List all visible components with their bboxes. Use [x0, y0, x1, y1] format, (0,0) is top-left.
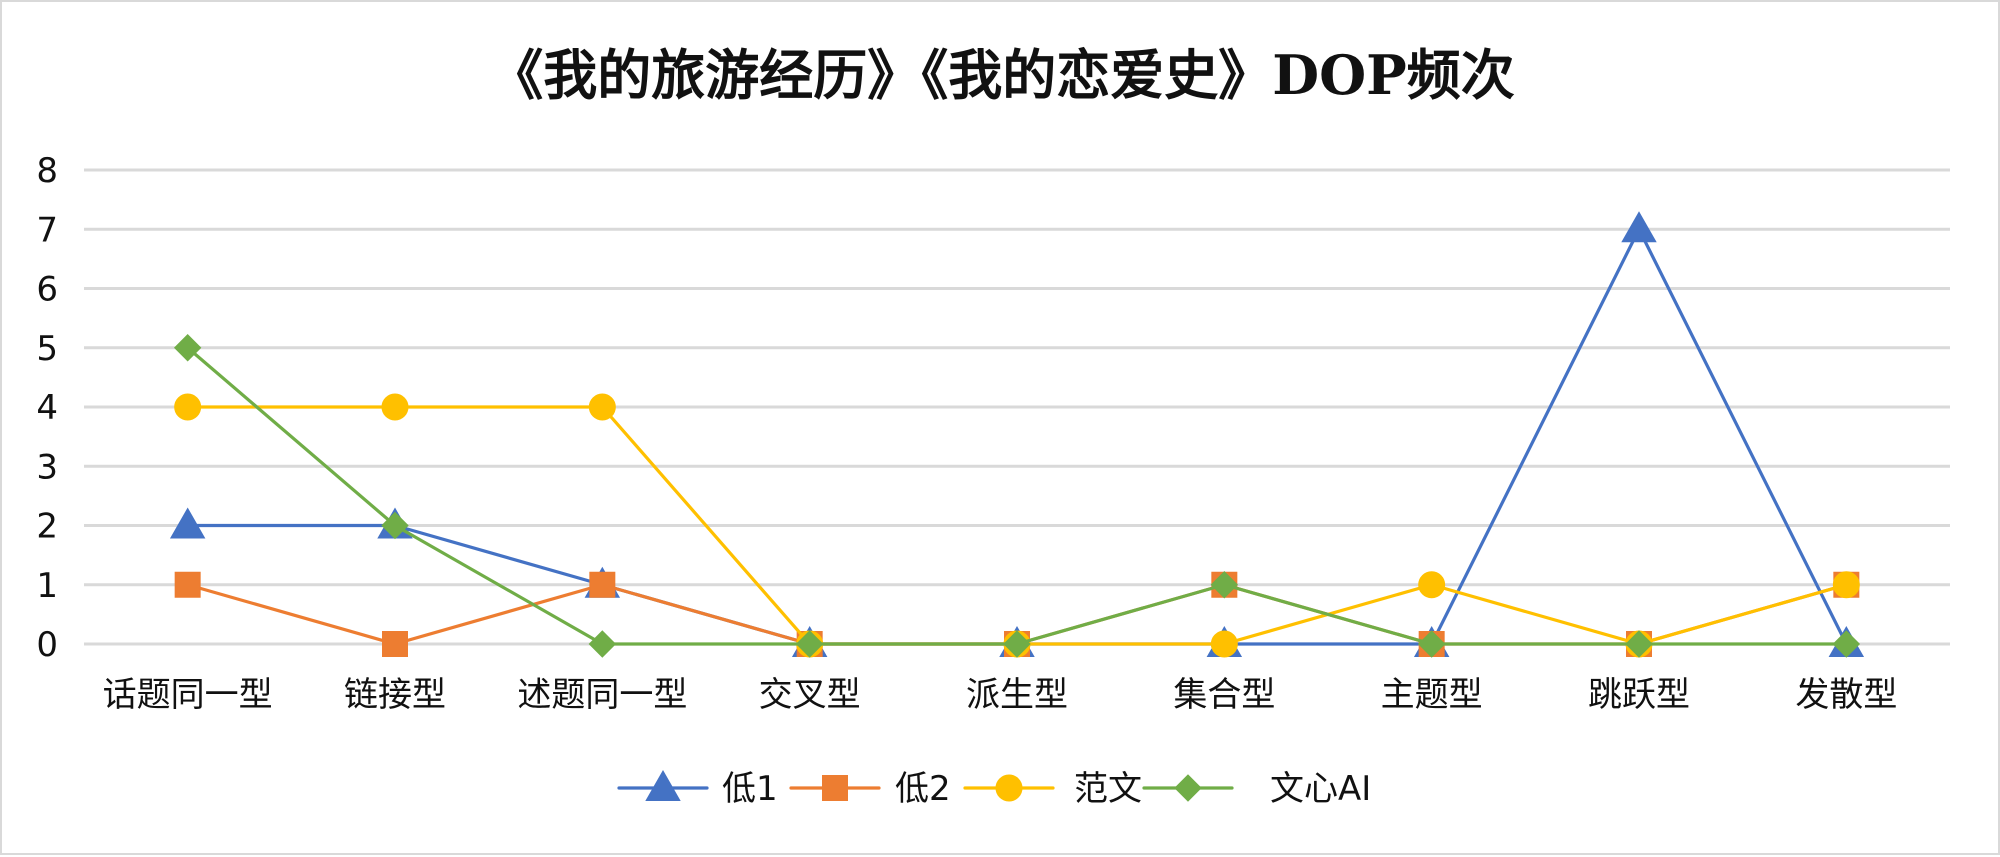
x-axis-ticks: 话题同一型 链接型 述题同一型 交叉型 派生型 集合型 主题型 跳跃型 发散型 [103, 675, 1898, 715]
legend-marker-2 [822, 775, 848, 801]
series-4-marker-5 [1210, 571, 1239, 599]
series-3-marker-0 [174, 393, 202, 421]
series-4-marker-6 [1417, 630, 1446, 658]
series-line-1 [186, 227, 1848, 646]
series-3-marker-8 [1832, 571, 1860, 599]
legend-label-4: 文心AI [1270, 769, 1371, 809]
chart-title: 《我的旅游经历》《我的恋爱史》DOP频次 [489, 43, 1514, 107]
y-tick-label: 7 [36, 210, 58, 250]
legend-label-2: 低2 [895, 769, 951, 809]
x-tick-label: 跳跃型 [1588, 675, 1690, 715]
series-4-marker-8 [1832, 630, 1861, 658]
series-4-marker-1 [381, 511, 409, 540]
series-4 [173, 334, 1861, 658]
x-tick-label: 集合型 [1173, 675, 1275, 715]
legend-label-1: 低1 [722, 769, 778, 809]
series-3-marker-1 [381, 393, 409, 421]
series-1 [169, 211, 1865, 657]
x-tick-label: 发散型 [1795, 675, 1897, 715]
x-tick-label: 链接型 [344, 675, 446, 715]
series-1-marker-7 [1621, 211, 1657, 243]
y-tick-label: 2 [36, 507, 58, 547]
series-1-marker-0 [169, 507, 206, 539]
series-4-marker-3 [795, 630, 824, 658]
legend-marker-3 [995, 774, 1023, 802]
legend-item-3: 范文 [963, 769, 1142, 809]
series-4-marker-0 [173, 334, 202, 362]
y-axis-ticks: 0 1 2 3 4 5 6 7 8 [36, 151, 58, 665]
series-layer [169, 211, 1865, 658]
x-tick-label: 话题同一型 [103, 675, 273, 715]
y-tick-label: 0 [36, 625, 58, 665]
y-tick-label: 1 [36, 566, 58, 606]
y-tick-label: 3 [36, 447, 58, 487]
x-tick-label: 交叉型 [759, 675, 861, 715]
series-2-marker-0 [174, 571, 201, 598]
legend-item-2: 低2 [789, 769, 951, 809]
y-tick-label: 5 [36, 329, 58, 369]
series-line-4 [186, 346, 1848, 646]
series-2-marker-1 [382, 631, 408, 657]
series-3-marker-5 [1210, 630, 1238, 658]
series-2-marker-2 [589, 571, 616, 598]
legend-item-1: 低1 [617, 769, 778, 809]
series-3-marker-2 [588, 393, 616, 421]
series-4-marker-2 [588, 630, 617, 658]
legend-marker-1 [645, 769, 681, 801]
x-tick-label: 派生型 [966, 675, 1068, 715]
series-3-marker-6 [1418, 571, 1446, 599]
series-4-marker-7 [1625, 630, 1653, 658]
x-tick-label: 主题型 [1381, 675, 1483, 715]
y-tick-label: 6 [36, 270, 58, 310]
legend-marker-4 [1174, 774, 1202, 802]
x-tick-label: 述题同一型 [517, 675, 687, 715]
y-tick-label: 4 [36, 388, 58, 428]
legend: 低1 低2 范文 文心AI [617, 769, 1371, 809]
legend-label-3: 范文 [1074, 769, 1142, 809]
legend-item-4: 文心AI [1142, 769, 1371, 809]
series-4-marker-4 [1003, 630, 1031, 658]
y-tick-label: 8 [36, 151, 58, 191]
